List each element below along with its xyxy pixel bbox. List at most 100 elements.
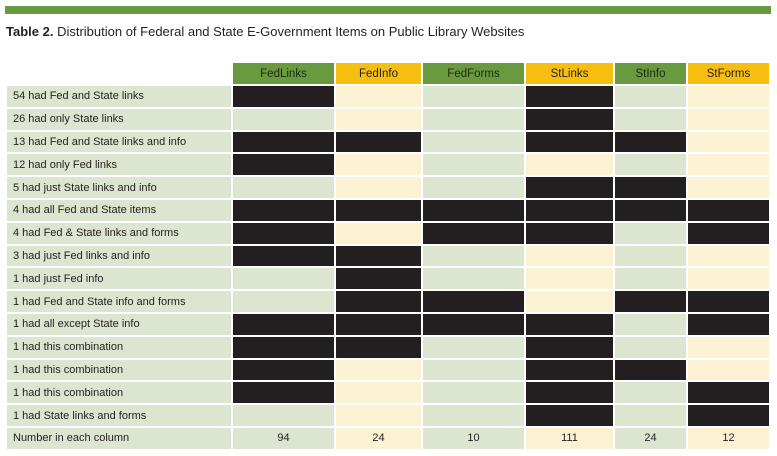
row-label: 1 had State links and forms (7, 405, 231, 426)
empty-cell (423, 245, 524, 267)
table-caption: Distribution of Federal and State E-Gove… (53, 24, 525, 39)
table-row: 1 had this combination (7, 382, 769, 404)
table-row: 5 had just State links and info (7, 177, 769, 198)
row-label: 13 had Fed and State links and info (7, 131, 231, 153)
filled-cell (688, 199, 769, 221)
empty-cell (615, 382, 686, 404)
empty-cell (233, 177, 334, 198)
filled-cell (423, 222, 524, 244)
filled-cell (615, 199, 686, 221)
distribution-table: FedLinks FedInfo FedForms StLinks StInfo… (5, 61, 771, 451)
totals-label: Number in each column (7, 427, 231, 449)
empty-cell (615, 405, 686, 426)
filled-cell (526, 359, 613, 381)
empty-cell (233, 268, 334, 290)
empty-cell (526, 291, 613, 312)
empty-cell (615, 268, 686, 290)
column-header-stlinks: StLinks (526, 63, 613, 84)
table-row: 12 had only Fed links (7, 154, 769, 176)
empty-cell (423, 359, 524, 381)
empty-cell (526, 268, 613, 290)
empty-cell (336, 154, 421, 176)
filled-cell (526, 222, 613, 244)
row-label: 1 had Fed and State info and forms (7, 291, 231, 312)
empty-cell (336, 86, 421, 107)
empty-cell (526, 154, 613, 176)
filled-cell (336, 199, 421, 221)
empty-cell (688, 131, 769, 153)
row-label: 1 had all except State info (7, 313, 231, 335)
empty-cell (615, 222, 686, 244)
empty-cell (615, 154, 686, 176)
filled-cell (526, 382, 613, 404)
empty-cell (423, 131, 524, 153)
row-label: 3 had just Fed links and info (7, 245, 231, 267)
filled-cell (615, 291, 686, 312)
row-label: 1 had this combination (7, 336, 231, 358)
filled-cell (526, 131, 613, 153)
empty-cell (615, 245, 686, 267)
table-row: 3 had just Fed links and info (7, 245, 769, 267)
filled-cell (233, 359, 334, 381)
filled-cell (336, 336, 421, 358)
filled-cell (688, 222, 769, 244)
empty-cell (423, 268, 524, 290)
empty-cell (423, 336, 524, 358)
column-header-fedinfo: FedInfo (336, 63, 421, 84)
filled-cell (526, 405, 613, 426)
column-header-stinfo: StInfo (615, 63, 686, 84)
filled-cell (233, 313, 334, 335)
filled-cell (615, 177, 686, 198)
table-row: 26 had only State links (7, 108, 769, 130)
filled-cell (336, 313, 421, 335)
empty-cell (688, 359, 769, 381)
empty-cell (423, 86, 524, 107)
filled-cell (233, 199, 334, 221)
table-row: 54 had Fed and State links (7, 86, 769, 107)
empty-cell (688, 154, 769, 176)
filled-cell (233, 336, 334, 358)
filled-cell (526, 336, 613, 358)
empty-cell (336, 222, 421, 244)
filled-cell (423, 313, 524, 335)
table-title: Table 2. Distribution of Federal and Sta… (6, 24, 524, 39)
empty-cell (336, 382, 421, 404)
column-total: 24 (615, 427, 686, 449)
row-label: 12 had only Fed links (7, 154, 231, 176)
filled-cell (526, 108, 613, 130)
empty-cell (336, 108, 421, 130)
table-row: 1 had this combination (7, 359, 769, 381)
empty-cell (423, 177, 524, 198)
totals-row: Number in each column 94 24 10 111 24 12 (7, 427, 769, 449)
filled-cell (615, 131, 686, 153)
filled-cell (615, 359, 686, 381)
filled-cell (688, 382, 769, 404)
row-label: 1 had just Fed info (7, 268, 231, 290)
table-row: 13 had Fed and State links and info (7, 131, 769, 153)
empty-cell (615, 108, 686, 130)
empty-cell (688, 245, 769, 267)
column-total: 24 (336, 427, 421, 449)
filled-cell (233, 154, 334, 176)
row-label: 26 had only State links (7, 108, 231, 130)
empty-cell (615, 313, 686, 335)
table-row: 4 had Fed & State links and forms (7, 222, 769, 244)
empty-cell (233, 291, 334, 312)
table-row: 1 had State links and forms (7, 405, 769, 426)
header-row: FedLinks FedInfo FedForms StLinks StInfo… (7, 63, 769, 84)
table-row: 4 had all Fed and State items (7, 199, 769, 221)
filled-cell (423, 291, 524, 312)
empty-cell (423, 154, 524, 176)
filled-cell (336, 245, 421, 267)
filled-cell (526, 86, 613, 107)
filled-cell (526, 177, 613, 198)
empty-cell (423, 405, 524, 426)
column-total: 94 (233, 427, 334, 449)
filled-cell (233, 222, 334, 244)
table-body: 54 had Fed and State links 26 had only St… (7, 86, 769, 449)
empty-cell (233, 405, 334, 426)
top-accent-bar (5, 6, 771, 14)
row-label: 4 had Fed & State links and forms (7, 222, 231, 244)
filled-cell (526, 313, 613, 335)
empty-cell (615, 86, 686, 107)
